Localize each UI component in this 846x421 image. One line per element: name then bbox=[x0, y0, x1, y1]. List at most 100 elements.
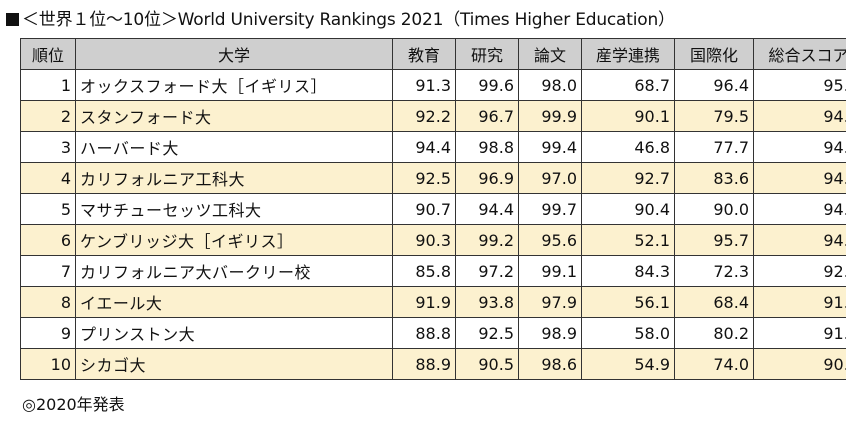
rank-cell: 2 bbox=[20, 100, 76, 132]
research-cell: 92.5 bbox=[455, 317, 519, 349]
industry-income-cell: 90.4 bbox=[581, 193, 675, 225]
industry-income-cell: 84.3 bbox=[581, 255, 675, 287]
university-cell: マサチューセッツ工科大 bbox=[75, 193, 393, 225]
international-cell: 96.4 bbox=[674, 69, 754, 101]
university-cell: スタンフォード大 bbox=[75, 100, 393, 132]
research-cell: 97.2 bbox=[455, 255, 519, 287]
university-cell: ハーバード大 bbox=[75, 131, 393, 163]
university-cell: シカゴ大 bbox=[75, 348, 393, 380]
teaching-cell: 91.3 bbox=[392, 69, 456, 101]
citations-cell: 98.9 bbox=[518, 317, 582, 349]
international-cell: 83.6 bbox=[674, 162, 754, 194]
rank-cell: 3 bbox=[20, 131, 76, 163]
teaching-cell: 92.2 bbox=[392, 100, 456, 132]
overall-score-cell: 90.3 bbox=[753, 348, 846, 380]
citations-cell: 98.0 bbox=[518, 69, 582, 101]
header-international: 国際化 bbox=[674, 38, 754, 70]
header-university: 大学 bbox=[75, 38, 393, 70]
research-cell: 90.5 bbox=[455, 348, 519, 380]
header-research: 研究 bbox=[455, 38, 519, 70]
international-cell: 74.0 bbox=[674, 348, 754, 380]
overall-score-cell: 92.2 bbox=[753, 255, 846, 287]
industry-income-cell: 56.1 bbox=[581, 286, 675, 318]
citations-cell: 99.7 bbox=[518, 193, 582, 225]
teaching-cell: 92.5 bbox=[392, 162, 456, 194]
research-cell: 99.6 bbox=[455, 69, 519, 101]
international-cell: 79.5 bbox=[674, 100, 754, 132]
international-cell: 68.4 bbox=[674, 286, 754, 318]
overall-score-cell: 95.6 bbox=[753, 69, 846, 101]
citations-cell: 97.0 bbox=[518, 162, 582, 194]
teaching-cell: 85.8 bbox=[392, 255, 456, 287]
overall-score-cell: 91.5 bbox=[753, 317, 846, 349]
overall-score-cell: 94.9 bbox=[753, 100, 846, 132]
industry-income-cell: 68.7 bbox=[581, 69, 675, 101]
teaching-cell: 94.4 bbox=[392, 131, 456, 163]
table-body: 1オックスフォード大［イギリス］91.399.698.068.796.495.6… bbox=[20, 69, 846, 380]
international-cell: 95.7 bbox=[674, 224, 754, 256]
research-cell: 99.2 bbox=[455, 224, 519, 256]
research-cell: 94.4 bbox=[455, 193, 519, 225]
teaching-cell: 88.9 bbox=[392, 348, 456, 380]
square-bullet-icon bbox=[6, 13, 19, 26]
rank-cell: 5 bbox=[20, 193, 76, 225]
header-industry-income: 産学連携 bbox=[581, 38, 675, 70]
header-citations: 論文 bbox=[518, 38, 582, 70]
citations-cell: 99.1 bbox=[518, 255, 582, 287]
industry-income-cell: 46.8 bbox=[581, 131, 675, 163]
header-overall-score: 総合スコア bbox=[753, 38, 846, 70]
overall-score-cell: 94.0 bbox=[753, 224, 846, 256]
industry-income-cell: 58.0 bbox=[581, 317, 675, 349]
header-teaching: 教育 bbox=[392, 38, 456, 70]
research-cell: 96.9 bbox=[455, 162, 519, 194]
university-cell: カリフォルニア工科大 bbox=[75, 162, 393, 194]
citations-cell: 98.6 bbox=[518, 348, 582, 380]
overall-score-cell: 94.4 bbox=[753, 193, 846, 225]
international-cell: 77.7 bbox=[674, 131, 754, 163]
rank-cell: 6 bbox=[20, 224, 76, 256]
rank-cell: 1 bbox=[20, 69, 76, 101]
overall-score-cell: 94.8 bbox=[753, 131, 846, 163]
rank-cell: 9 bbox=[20, 317, 76, 349]
ranking-table: 順位 大学 教育 研究 論文 産学連携 国際化 総合スコア 1 オックスフォード大… bbox=[20, 38, 846, 380]
international-cell: 80.2 bbox=[674, 317, 754, 349]
international-cell: 72.3 bbox=[674, 255, 754, 287]
citations-cell: 99.4 bbox=[518, 131, 582, 163]
overall-score-cell: 94.5 bbox=[753, 162, 846, 194]
citations-cell: 95.6 bbox=[518, 224, 582, 256]
teaching-cell: 91.9 bbox=[392, 286, 456, 318]
university-cell: カリフォルニア大バークリー校 bbox=[75, 255, 393, 287]
international-cell: 90.0 bbox=[674, 193, 754, 225]
industry-income-cell: 90.1 bbox=[581, 100, 675, 132]
teaching-cell: 88.8 bbox=[392, 317, 456, 349]
university-cell: イエール大 bbox=[75, 286, 393, 318]
title-text: ＜世界１位〜10位＞World University Rankings 2021… bbox=[22, 10, 675, 30]
rank-cell: 7 bbox=[20, 255, 76, 287]
header-rank: 順位 bbox=[20, 38, 76, 70]
citations-cell: 97.9 bbox=[518, 286, 582, 318]
overall-score-cell: 91.6 bbox=[753, 286, 846, 318]
research-cell: 96.7 bbox=[455, 100, 519, 132]
teaching-cell: 90.7 bbox=[392, 193, 456, 225]
research-cell: 98.8 bbox=[455, 131, 519, 163]
footnote: ◎2020年発表 bbox=[22, 395, 125, 414]
header-row: 順位 大学 教育 研究 論文 産学連携 国際化 総合スコア bbox=[20, 38, 846, 70]
industry-income-cell: 52.1 bbox=[581, 224, 675, 256]
rank-cell: 8 bbox=[20, 286, 76, 318]
rank-cell: 10 bbox=[20, 348, 76, 380]
industry-income-cell: 92.7 bbox=[581, 162, 675, 194]
citations-cell: 99.9 bbox=[518, 100, 582, 132]
industry-income-cell: 54.9 bbox=[581, 348, 675, 380]
table-title: ＜世界１位〜10位＞World University Rankings 2021… bbox=[6, 7, 675, 33]
teaching-cell: 90.3 bbox=[392, 224, 456, 256]
research-cell: 93.8 bbox=[455, 286, 519, 318]
